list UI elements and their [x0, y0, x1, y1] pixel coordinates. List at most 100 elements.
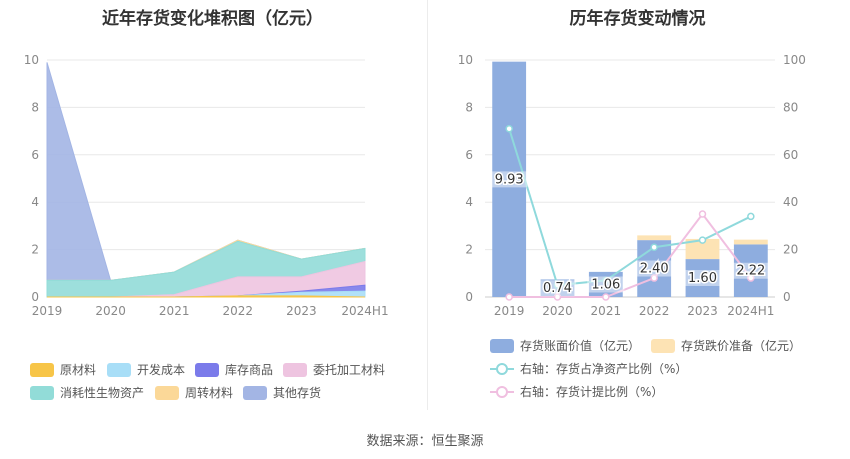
legend-label: 库存商品: [225, 363, 274, 377]
data-label: 0.74: [543, 281, 572, 296]
x-tick-label: 2021: [159, 304, 190, 318]
bar: [685, 259, 720, 297]
legend-label: 开发成本: [137, 363, 186, 377]
data-label: 9.93: [495, 172, 524, 187]
legend-swatch: [30, 385, 54, 400]
legend-swatch: [651, 338, 675, 353]
y-tick-label: 0: [31, 290, 39, 304]
y2-tick-label: 20: [783, 243, 798, 257]
legend-label: 其他存货: [273, 386, 322, 400]
legend-swatch: [30, 362, 54, 377]
legend-item[interactable]: 消耗性生物资产: [30, 384, 144, 401]
x-tick-label: 2022: [639, 304, 670, 318]
line-point: [505, 293, 513, 301]
line-series: [509, 212, 752, 298]
bar: [637, 235, 672, 241]
y2-tick-label: 40: [783, 195, 798, 209]
data-label: 2.22: [736, 264, 765, 279]
y-tick-label: 0: [465, 290, 473, 304]
legend-label: 右轴：存货计提比例（%）: [520, 385, 664, 399]
line-point: [698, 236, 707, 244]
legend-swatch: [490, 362, 514, 376]
data-label-bg: [538, 280, 577, 297]
legend-item[interactable]: 右轴：存货计提比例（%）: [490, 383, 663, 400]
bar: [733, 239, 768, 245]
area-series: [46, 62, 366, 281]
line-point: [553, 293, 562, 301]
data-label-bg: [683, 270, 722, 287]
legend-label: 周转材料: [185, 386, 234, 400]
legend-label: 存货跌价准备（亿元）: [681, 339, 802, 353]
data-label-bg: [635, 260, 673, 277]
x-tick-label: 2019: [494, 304, 525, 318]
legend-label: 右轴：存货占净资产比例（%）: [520, 362, 688, 376]
panel-divider: [427, 0, 428, 410]
y2-tick-label: 100: [783, 53, 806, 67]
line-point: [602, 276, 610, 285]
legend-item[interactable]: 存货跌价准备（亿元）: [651, 337, 801, 354]
bar: [685, 238, 720, 260]
data-label: 2.40: [640, 262, 669, 277]
y-tick-label: 2: [465, 243, 473, 257]
legend-label: 消耗性生物资产: [60, 386, 145, 400]
legend-item[interactable]: 右轴：存货占净资产比例（%）: [490, 360, 687, 377]
line-point: [698, 210, 707, 218]
line-point: [747, 212, 755, 221]
x-tick-label: 2023: [687, 304, 718, 318]
x-tick-label: 2020: [95, 304, 126, 318]
y-tick-label: 6: [465, 148, 473, 162]
line-point: [553, 281, 562, 289]
data-label-bg: [587, 276, 625, 293]
legend-swatch: [283, 362, 307, 377]
x-tick-label: 2024H1: [341, 304, 388, 318]
line-point: [747, 274, 755, 282]
legend-swatch: [107, 362, 131, 377]
legend-swatch: [490, 338, 514, 353]
legend-label: 存货账面价值（亿元）: [520, 339, 641, 353]
legend-item[interactable]: 委托加工材料: [283, 361, 385, 378]
y-tick-label: 2: [31, 243, 39, 257]
area-series: [47, 295, 366, 298]
right-chart-title: 历年存货变动情况: [569, 9, 706, 29]
data-label: 1.06: [591, 277, 620, 292]
stacked-area-chart: 0 2 4 6 8 10 2019 2020 2021 2022 2023 2024H1: [24, 53, 389, 318]
y2-tick-label: 60: [783, 148, 798, 162]
legend-item[interactable]: 原材料: [30, 361, 96, 378]
y-tick-label: 10: [458, 53, 473, 67]
legend-item[interactable]: 开发成本: [107, 361, 185, 378]
x-tick-label: 2024H1: [727, 304, 774, 318]
y-tick-label: 4: [31, 195, 39, 209]
data-label: 1.60: [688, 271, 717, 286]
legend-item[interactable]: 周转材料: [155, 384, 233, 401]
data-label-bg: [732, 262, 770, 279]
line-point: [650, 274, 658, 282]
y2-tick-label: 0: [783, 290, 791, 304]
line-point: [505, 124, 513, 133]
y-tick-label: 8: [31, 100, 39, 114]
legend-item[interactable]: 其他存货: [243, 384, 321, 401]
line-point: [602, 293, 610, 301]
y2-tick-label: 80: [783, 100, 798, 114]
line-series: [508, 128, 752, 287]
x-tick-label: 2019: [32, 304, 63, 318]
x-tick-label: 2023: [286, 304, 317, 318]
x-tick-label: 2021: [591, 304, 622, 318]
y-tick-label: 10: [24, 53, 39, 67]
legend-swatch: [195, 362, 219, 377]
data-label-bg: [490, 171, 528, 188]
legend-label: 委托加工材料: [313, 363, 386, 377]
x-tick-label: 2022: [223, 304, 254, 318]
legend-swatch: [243, 385, 267, 400]
legend-item[interactable]: 存货账面价值（亿元）: [490, 337, 640, 354]
legend-swatch: [155, 385, 179, 400]
data-source-note: 数据来源：恒生聚源: [366, 434, 484, 449]
bar: [733, 244, 768, 297]
y-tick-label: 8: [465, 100, 473, 114]
legend-label: 原材料: [60, 363, 97, 377]
bar: [492, 61, 527, 298]
y-tick-label: 6: [31, 148, 39, 162]
left-chart-title: 近年存货变化堆积图（亿元）: [102, 9, 323, 29]
legend-item[interactable]: 库存商品: [195, 361, 273, 378]
x-tick-label: 2020: [542, 304, 573, 318]
